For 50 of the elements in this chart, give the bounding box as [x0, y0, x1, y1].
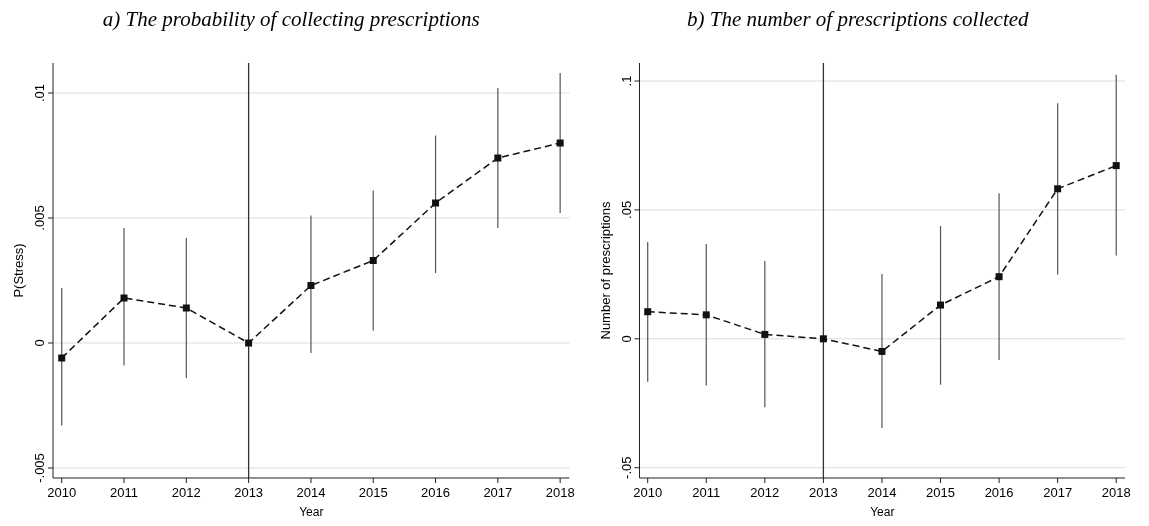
x-tick-label: 2018 [1101, 485, 1131, 500]
point [58, 354, 66, 362]
point [432, 199, 440, 207]
x-tick-label: 2011 [110, 485, 139, 500]
y-tick-label: .05 [618, 200, 634, 219]
x-tick-label: 2018 [545, 485, 575, 500]
x-tick-label: 2015 [358, 485, 388, 500]
chart-title: a) The probability of collecting prescriptions [102, 7, 480, 31]
x-tick-label: 2017 [1043, 485, 1073, 500]
x-tick-label: 2016 [984, 485, 1014, 500]
x-axis-title: Year [299, 505, 324, 519]
x-tick-label: 2013 [234, 485, 264, 500]
point [556, 139, 564, 147]
y-axis-title: P(Stress) [11, 243, 26, 298]
x-tick-label: 2014 [296, 485, 326, 500]
x-tick-label: 2013 [808, 485, 838, 500]
point [644, 308, 652, 316]
point [702, 311, 710, 319]
point [1054, 185, 1062, 193]
y-tick-label: -.005 [32, 453, 47, 483]
x-tick-label: 2014 [867, 485, 897, 500]
point [494, 154, 502, 162]
y-axis-title: Number of prescriptions [597, 201, 613, 340]
x-tick-label: 2010 [633, 485, 663, 500]
point [307, 282, 315, 289]
x-tick-label: 2017 [483, 485, 513, 500]
x-axis-title: Year [870, 505, 895, 519]
x-tick-label: 2015 [926, 485, 955, 500]
point [1112, 162, 1120, 170]
x-tick-label: 2012 [171, 485, 201, 500]
x-tick-label: 2012 [750, 485, 780, 500]
y-tick-label: 0 [32, 339, 47, 347]
point [995, 273, 1003, 281]
y-tick-label: -.05 [618, 456, 634, 479]
x-tick-label: 2010 [47, 485, 77, 500]
x-tick-label: 2016 [421, 485, 451, 500]
point [761, 330, 769, 338]
x-tick-label: 2011 [692, 485, 721, 500]
point [245, 339, 253, 347]
point [819, 335, 827, 343]
chart-title: b) The number of prescriptions collected [686, 7, 1030, 31]
point [120, 294, 128, 302]
point [369, 257, 377, 264]
y-tick-label: .005 [32, 205, 47, 231]
point [182, 304, 190, 312]
point [937, 301, 945, 309]
y-tick-label: .01 [32, 83, 47, 103]
y-tick-label: 0 [618, 335, 634, 343]
point [878, 347, 886, 355]
y-tick-label: .1 [618, 75, 634, 87]
